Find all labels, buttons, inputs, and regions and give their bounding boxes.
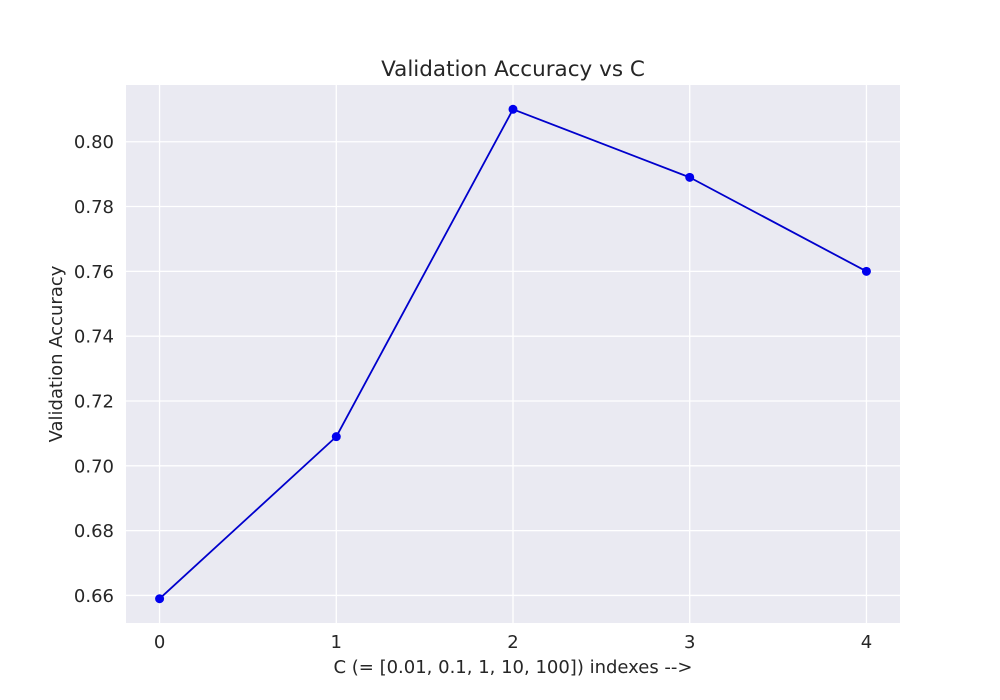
y-tick-label: 0.78 xyxy=(74,197,114,218)
data-point xyxy=(861,266,871,276)
x-tick-label: 3 xyxy=(684,632,695,653)
y-tick-label: 0.76 xyxy=(74,262,114,283)
data-point xyxy=(685,172,695,182)
x-axis-label: C (= [0.01, 0.1, 1, 10, 100]) indexes --… xyxy=(333,657,692,678)
grid-lines xyxy=(126,85,900,623)
data-point xyxy=(508,104,518,114)
chart-title: Validation Accuracy vs C xyxy=(381,57,645,82)
x-tick-label: 1 xyxy=(331,632,342,653)
data-point xyxy=(331,432,341,442)
y-tick-label: 0.68 xyxy=(74,521,114,542)
y-tick-label: 0.66 xyxy=(74,586,114,607)
y-tick-label: 0.70 xyxy=(74,456,114,477)
x-tick-label: 4 xyxy=(861,632,872,653)
y-tick-label: 0.74 xyxy=(74,327,114,348)
data-point xyxy=(155,594,165,604)
data-series xyxy=(155,104,871,604)
x-tick-label: 0 xyxy=(154,632,165,653)
y-axis-label: Validation Accuracy xyxy=(46,265,67,442)
y-tick-label: 0.80 xyxy=(74,132,114,153)
x-tick-label: 2 xyxy=(507,632,518,653)
y-tick-labels: 0.66 0.68 0.70 0.72 0.74 0.76 0.78 0.80 xyxy=(74,132,114,607)
x-tick-labels: 0 1 2 3 4 xyxy=(154,632,872,653)
y-tick-label: 0.72 xyxy=(74,391,114,412)
